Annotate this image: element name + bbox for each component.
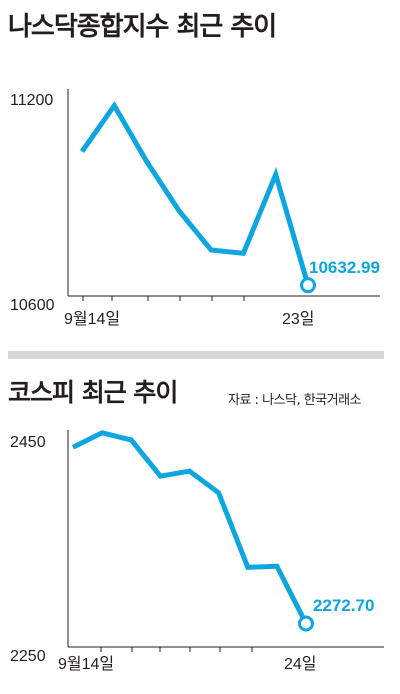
x-tick-label: 24일 xyxy=(284,655,317,673)
x-tick-label: 9월14일 xyxy=(64,310,120,328)
nasdaq-line-chart: 11200 10600 9월14일 23일 10632.99 xyxy=(10,89,380,328)
y-tick-label: 2450 xyxy=(10,434,46,451)
x-tick-label: 9월14일 xyxy=(58,655,114,673)
last-value-label: 2272.70 xyxy=(313,596,374,615)
y-tick-label: 10600 xyxy=(10,297,55,314)
series-line xyxy=(79,100,311,286)
last-point-marker xyxy=(300,277,316,294)
y-tick-label: 11200 xyxy=(10,92,53,109)
source-note: 자료 : 나스닥, 한국거래소 xyxy=(228,393,362,408)
last-value-label: 10632.99 xyxy=(309,258,380,277)
kospi-chart-title: 코스피 최근 추이 xyxy=(8,378,178,407)
series-line xyxy=(71,430,309,625)
x-tick-label: 23일 xyxy=(282,310,315,328)
section-divider xyxy=(8,351,384,359)
last-point-marker xyxy=(298,615,314,632)
nasdaq-chart-title: 나스닥종합지수 최근 추이 xyxy=(8,12,277,42)
y-tick-label: 2250 xyxy=(10,648,46,665)
